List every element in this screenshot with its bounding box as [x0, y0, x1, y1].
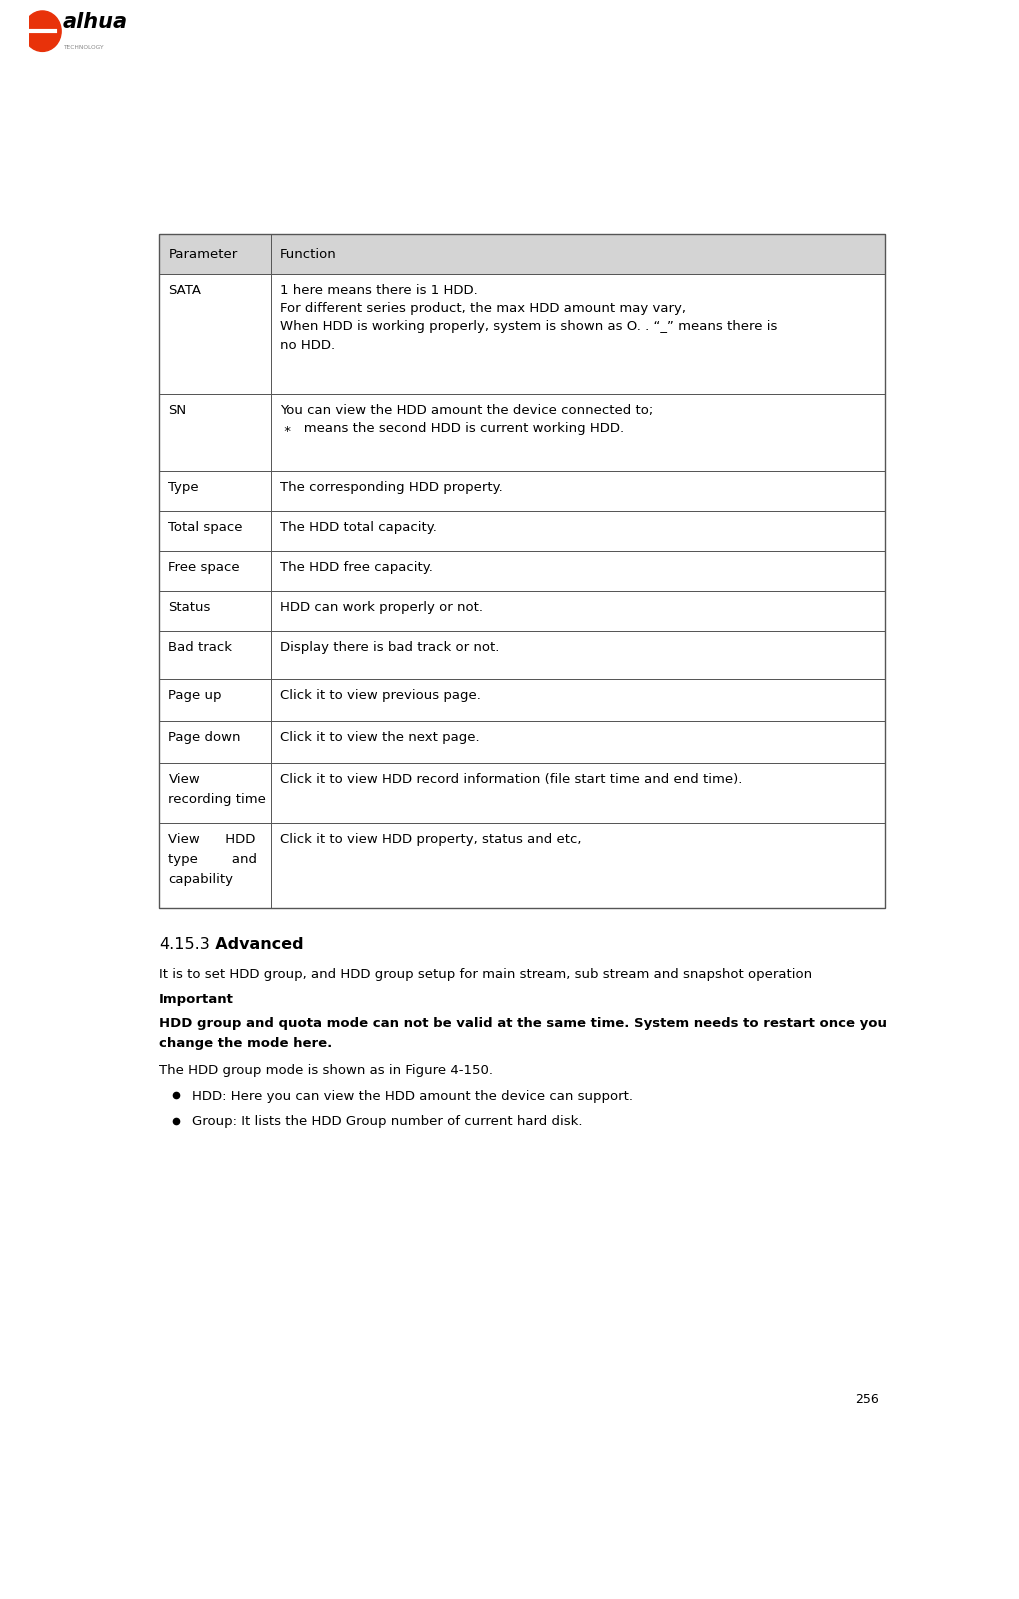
Text: You can view the HDD amount the device connected to;: You can view the HDD amount the device c…: [280, 403, 653, 417]
Text: 4.15.3: 4.15.3: [159, 937, 210, 953]
Bar: [159, 721, 886, 763]
Text: Type: Type: [168, 481, 199, 494]
Bar: [159, 678, 886, 721]
Text: no HDD.: no HDD.: [280, 339, 335, 352]
Bar: [159, 470, 886, 510]
Text: Click it to view previous page.: Click it to view previous page.: [280, 689, 481, 702]
Text: The HDD total capacity.: The HDD total capacity.: [280, 521, 437, 534]
Text: The corresponding HDD property.: The corresponding HDD property.: [280, 481, 502, 494]
Bar: [159, 550, 886, 590]
Text: Advanced: Advanced: [204, 937, 304, 953]
Text: change the mode here.: change the mode here.: [159, 1038, 332, 1051]
Text: Group: It lists the HDD Group number of current hard disk.: Group: It lists the HDD Group number of …: [192, 1115, 582, 1129]
Text: SN: SN: [168, 403, 186, 417]
Text: Status: Status: [168, 601, 211, 614]
Text: SATA: SATA: [168, 285, 202, 297]
Bar: [159, 233, 886, 275]
Text: alhua: alhua: [63, 13, 128, 32]
Text: View      HDD
type        and
capability: View HDD type and capability: [168, 833, 258, 886]
Bar: [159, 275, 886, 393]
Circle shape: [23, 11, 61, 51]
Text: 256: 256: [856, 1393, 879, 1406]
Bar: [159, 393, 886, 470]
Bar: [159, 510, 886, 550]
Text: Function: Function: [280, 248, 337, 261]
Bar: [159, 233, 886, 908]
Text: View
recording time: View recording time: [168, 774, 266, 806]
Text: Click it to view HDD property, status and etc,: Click it to view HDD property, status an…: [280, 833, 582, 846]
Text: Page up: Page up: [168, 689, 222, 702]
Text: Free space: Free space: [168, 561, 240, 574]
Text: Bad track: Bad track: [168, 641, 232, 654]
Bar: [159, 823, 886, 908]
Text: Display there is bad track or not.: Display there is bad track or not.: [280, 641, 499, 654]
Text: 1 here means there is 1 HDD.: 1 here means there is 1 HDD.: [280, 285, 478, 297]
Text: HDD: Here you can view the HDD amount the device can support.: HDD: Here you can view the HDD amount th…: [192, 1089, 633, 1103]
Text: When HDD is working properly, system is shown as O. . “_” means there is: When HDD is working properly, system is …: [280, 320, 777, 334]
Text: Total space: Total space: [168, 521, 243, 534]
Bar: [159, 763, 886, 823]
Bar: [159, 590, 886, 630]
Text: ⁎   means the second HDD is current working HDD.: ⁎ means the second HDD is current workin…: [280, 422, 625, 435]
Bar: [159, 630, 886, 678]
Text: Parameter: Parameter: [168, 248, 237, 261]
Text: Important: Important: [159, 993, 234, 1006]
Text: TECHNOLOGY: TECHNOLOGY: [63, 45, 103, 51]
Text: HDD can work properly or not.: HDD can work properly or not.: [280, 601, 483, 614]
Text: Click it to view the next page.: Click it to view the next page.: [280, 731, 480, 744]
Text: It is to set HDD group, and HDD group setup for main stream, sub stream and snap: It is to set HDD group, and HDD group se…: [159, 967, 812, 982]
Text: Page down: Page down: [168, 731, 240, 744]
Text: HDD group and quota mode can not be valid at the same time. System needs to rest: HDD group and quota mode can not be vali…: [159, 1017, 888, 1030]
Text: The HDD group mode is shown as in Figure 4-150.: The HDD group mode is shown as in Figure…: [159, 1065, 493, 1078]
Text: The HDD free capacity.: The HDD free capacity.: [280, 561, 433, 574]
Text: For different series product, the max HDD amount may vary,: For different series product, the max HD…: [280, 302, 686, 315]
Text: Click it to view HDD record information (file start time and end time).: Click it to view HDD record information …: [280, 774, 743, 787]
